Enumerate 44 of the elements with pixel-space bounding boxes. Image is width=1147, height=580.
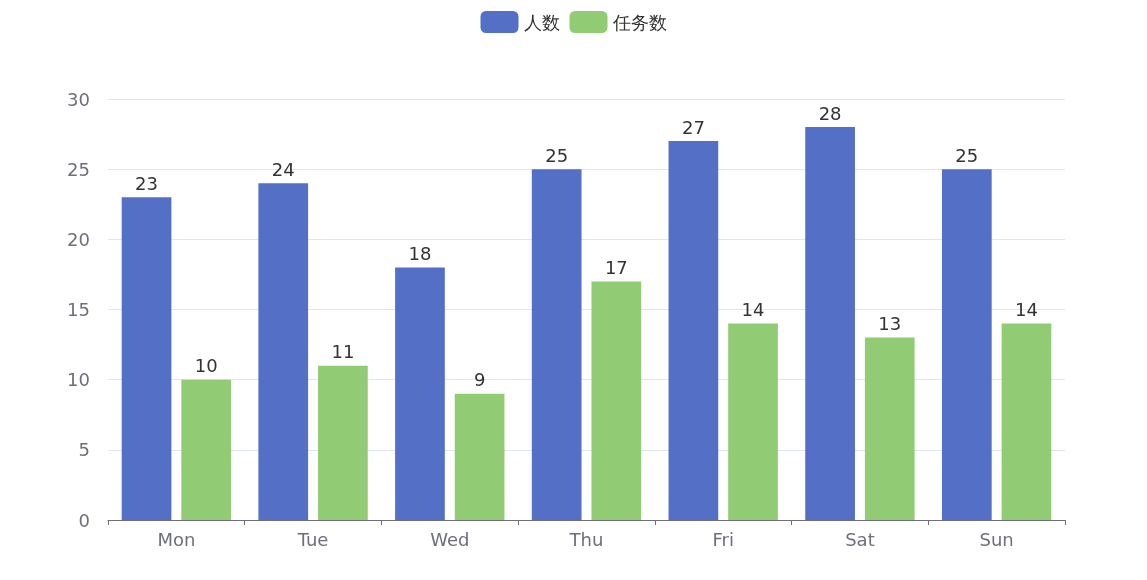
data-label: 11	[331, 341, 355, 363]
x-tick-label: Thu	[568, 528, 604, 550]
data-label: 14	[741, 299, 765, 321]
data-label: 25	[545, 144, 569, 166]
bar	[668, 141, 719, 520]
bar	[1001, 323, 1052, 520]
x-tick-label: Mon	[157, 528, 196, 550]
y-tick-label: 0	[78, 509, 90, 531]
x-tick-label: Wed	[430, 528, 470, 550]
bar	[318, 365, 368, 520]
x-tick-label: Fri	[712, 528, 734, 550]
y-tick-label: 30	[67, 88, 90, 110]
data-label: 9	[473, 369, 486, 391]
legend-label: 任务数	[611, 11, 667, 33]
bar	[395, 267, 445, 520]
x-tick-label: Sat	[845, 528, 875, 550]
data-label: 17	[604, 256, 628, 278]
bar	[805, 127, 855, 520]
bar	[864, 337, 915, 520]
bar	[121, 197, 172, 520]
data-label: 27	[681, 116, 705, 138]
y-tick-label: 25	[67, 158, 90, 180]
data-label: 28	[818, 102, 842, 124]
bar	[591, 281, 642, 520]
data-label: 18	[408, 242, 432, 264]
x-tick-label: Sun	[979, 528, 1014, 550]
bar	[181, 379, 232, 520]
data-label: 25	[955, 144, 979, 166]
y-tick-label: 15	[67, 299, 90, 320]
bar	[454, 393, 505, 520]
y-tick-label: 5	[78, 439, 90, 461]
bar	[531, 169, 582, 520]
bar	[728, 323, 778, 520]
x-tick-label: Tue	[296, 528, 329, 550]
legend-label: 人数	[523, 11, 560, 33]
data-label: 24	[271, 158, 295, 180]
data-label: 10	[194, 355, 218, 377]
bar	[258, 183, 309, 520]
y-tick-label: 20	[67, 228, 90, 250]
y-tick-label: 10	[67, 369, 90, 391]
data-label: 23	[135, 172, 158, 194]
data-label: 14	[1015, 299, 1038, 321]
bar	[941, 169, 992, 520]
data-label: 13	[878, 313, 902, 335]
